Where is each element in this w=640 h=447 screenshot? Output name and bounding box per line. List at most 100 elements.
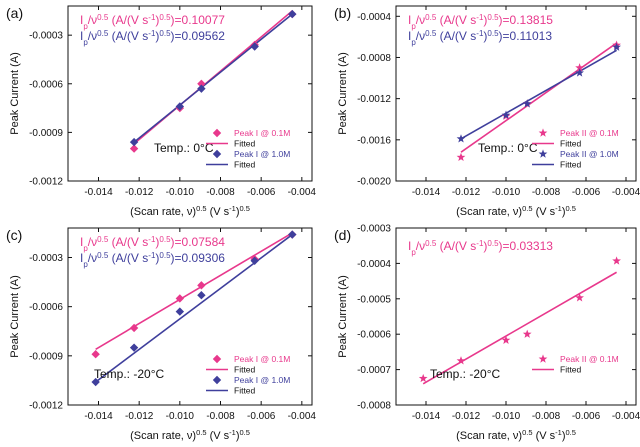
slope-close-sup: 0.5 (159, 29, 171, 38)
data-point-pink (612, 256, 621, 265)
x-tick-label: -0.012 (125, 187, 154, 198)
slope-close-sup: 0.5 (159, 13, 171, 22)
slope-close: ) (155, 13, 159, 27)
slope-lead: I (80, 29, 83, 43)
y-tick-label: -0.0008 (357, 53, 391, 64)
data-point-pink (197, 281, 206, 290)
y-tick-label: -0.0004 (357, 12, 391, 23)
slope-annotation: Ip/ν0.5 (A/(V s-1)0.5)=0.03313 (408, 239, 553, 257)
data-point-pink (91, 349, 100, 359)
slope-lead-sub: p (83, 22, 88, 31)
chart-panel-c: (c) -0.014 -0.012 -0.010 -0.008 -0.006 -0.004 -… (6, 227, 316, 442)
chart-panel-b: (b) -0.014 -0.012 -0.010 -0.008 -0.006 -0.004 -… (334, 5, 640, 218)
slope-value: )=0.11013 (499, 29, 553, 43)
x-axis-title-sup: 0.5 (196, 428, 206, 437)
slope-lead: I (408, 239, 411, 253)
slope-unit: (A/(V s (108, 29, 148, 43)
slope-lead-sub: p (411, 38, 416, 47)
data-point-pink (418, 373, 428, 383)
x-tick-label: -0.010 (166, 187, 195, 198)
slope-mid: /ν (88, 13, 97, 27)
fit-line-pink (95, 232, 293, 350)
y-axis-title: Peak Current (A) (337, 275, 349, 358)
legend-swatch-marker (538, 128, 548, 137)
slope-unit-sup: -1 (148, 29, 156, 38)
legend-swatch-marker (212, 375, 222, 385)
x-axis-title-unit: (V s (207, 430, 230, 442)
plot-frame (67, 5, 313, 182)
legend-swatch-marker (538, 354, 548, 363)
slope-lead-sub: p (83, 38, 88, 47)
x-axis-title-main: (Scan rate, ν) (456, 430, 522, 442)
plot-frame (67, 227, 313, 406)
slope-lead: I (408, 13, 411, 27)
panel-label: (a) (6, 5, 23, 21)
data-point-pink (456, 152, 466, 162)
panel-label: (c) (6, 227, 22, 243)
x-tick-label: -0.010 (492, 187, 521, 198)
legend-entry: Fitted (560, 160, 582, 170)
legend-entry: Peak II @ 0.1M (560, 354, 619, 364)
slope-value: )=0.13815 (499, 13, 554, 27)
x-axis-title-tail: ) (236, 430, 240, 442)
slope-lead-sub: p (411, 248, 416, 257)
x-tick-label: -0.004 (288, 411, 317, 422)
legend-swatch-marker (212, 128, 222, 138)
slope-annotation: Ip/ν0.5 (A/(V s-1)0.5)=0.07584 (80, 235, 225, 253)
data-point-navy (197, 84, 206, 93)
legend-entry: Fitted (234, 386, 256, 396)
data-point-navy (288, 9, 297, 19)
data-point-navy (91, 377, 100, 387)
x-tick-label: -0.012 (125, 411, 154, 422)
data-point-pink (175, 294, 185, 303)
x-tick-label: -0.004 (612, 411, 640, 422)
slope-close: ) (155, 29, 159, 43)
data-point-navy (129, 343, 139, 352)
slope-unit: (A/(V s (108, 13, 148, 27)
x-tick-label: -0.014 (84, 187, 113, 198)
legend-entry: Peak I @ 0.1M (234, 354, 290, 364)
y-tick-label: -0.0006 (357, 330, 391, 341)
slope-mid-sup: 0.5 (425, 13, 437, 22)
slope-close-sup: 0.5 (487, 29, 499, 38)
x-axis-title-tail-sup: 0.5 (240, 204, 250, 213)
slope-unit: (A/(V s (436, 29, 476, 43)
data-point-navy (175, 307, 185, 316)
data-point-navy (522, 99, 532, 108)
fit-line-navy (95, 233, 293, 383)
slope-close-sup: 0.5 (159, 251, 171, 260)
plot-frame (395, 227, 637, 406)
slope-unit-sup: -1 (476, 239, 484, 248)
slope-close: ) (483, 29, 487, 43)
temperature-label: Temp.: -20°C (430, 367, 500, 381)
y-tick-label: -0.0003 (29, 253, 63, 264)
legend-entry: Peak II @ 0.1M (560, 128, 619, 138)
legend-entry: Fitted (560, 139, 582, 149)
slope-mid-sup: 0.5 (97, 13, 109, 22)
x-tick-label: -0.014 (412, 411, 441, 422)
x-tick-label: -0.004 (612, 187, 640, 198)
panel-label: (d) (334, 227, 351, 243)
temperature-label: Temp.: -20°C (94, 367, 164, 381)
x-tick-label: -0.010 (492, 411, 521, 422)
x-tick-label: -0.006 (572, 411, 601, 422)
y-tick-label: -0.0003 (357, 224, 391, 235)
slope-close-sup: 0.5 (487, 13, 499, 22)
slope-mid: /ν (416, 239, 425, 253)
data-point-navy (456, 134, 466, 143)
y-tick-label: -0.0009 (29, 351, 63, 362)
y-tick-label: -0.0012 (29, 401, 63, 412)
x-axis-title-main: (Scan rate, ν) (456, 206, 522, 218)
temperature-label: Temp.: 0°C (478, 141, 538, 155)
slope-close: ) (483, 239, 487, 253)
chart-panel-d: (d) -0.014 -0.012 -0.010 -0.008 -0.006 -0.004 -… (334, 224, 640, 443)
legend-swatch-marker (212, 149, 222, 159)
slope-lead: I (80, 235, 83, 249)
slope-annotation: Ip/ν0.5 (A/(V s-1)0.5)=0.09306 (80, 251, 225, 269)
slope-close: ) (155, 251, 159, 265)
data-point-navy (612, 42, 621, 51)
x-tick-label: -0.014 (412, 187, 441, 198)
slope-unit-sup: -1 (148, 251, 156, 260)
x-tick-label: -0.008 (206, 187, 235, 198)
temperature-label: Temp.: 0°C (154, 141, 214, 155)
